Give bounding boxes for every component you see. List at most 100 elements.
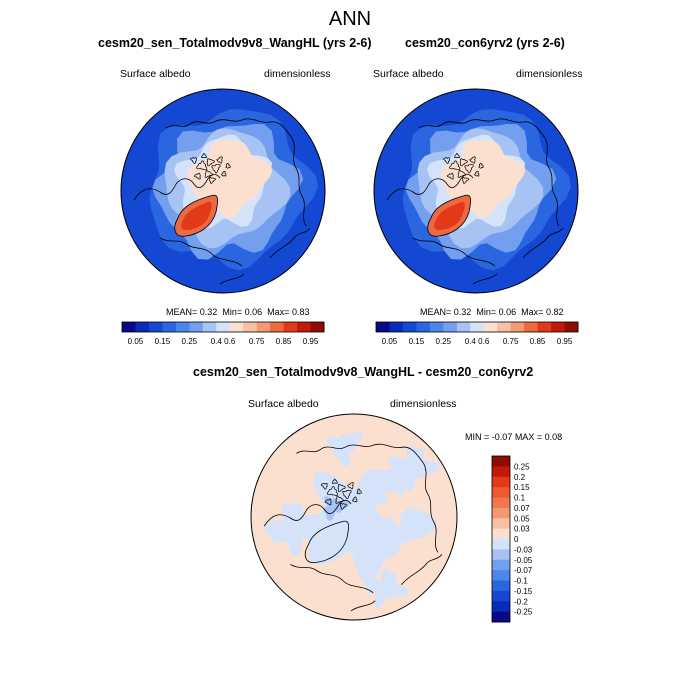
panel-1-stats: MEAN= 0.32 Min= 0.06 Max= 0.83 bbox=[166, 307, 309, 317]
diff-colorbar-swatch-4 bbox=[492, 497, 510, 509]
diff-colorbar-swatch-14 bbox=[492, 601, 510, 613]
diff-colorbar-tick-label: 0.07 bbox=[514, 504, 530, 513]
map3-island bbox=[324, 498, 332, 506]
diff-colorbar-tick-label: -0.15 bbox=[514, 587, 533, 596]
map1-island bbox=[190, 157, 197, 164]
panel-2-colorbar-swatch-14 bbox=[564, 322, 579, 332]
panel-2-colorbar-swatch-8 bbox=[483, 322, 498, 332]
diff-colorbar-swatch-3 bbox=[492, 487, 510, 498]
panel-1-colorbar-swatch-1 bbox=[135, 322, 150, 332]
panel-1-min-label: Min= bbox=[222, 307, 243, 317]
panel-1-colorbar-tick-label: 0.75 bbox=[249, 337, 265, 346]
diff-colorbar-swatch-15 bbox=[492, 611, 510, 623]
panel-1-colorbar-tick-label: 0.4 bbox=[211, 337, 223, 346]
diff-colorbar-swatch-1 bbox=[492, 466, 510, 478]
map3-field bbox=[251, 414, 457, 620]
panel-2-mean-label: MEAN= bbox=[420, 307, 452, 317]
panel-1-colorbar-swatch-3 bbox=[162, 322, 177, 332]
diff-colorbar-frame bbox=[491, 455, 511, 623]
map3-island bbox=[337, 484, 346, 492]
panel-2-colorbar-tick-label: 0.95 bbox=[557, 337, 573, 346]
map2-island bbox=[443, 157, 450, 164]
diff-panel-stats: MIN = -0.07 MAX = 0.08 bbox=[465, 432, 562, 442]
map1-coastline bbox=[291, 137, 307, 227]
diff-colorbar-tick-label: -0.25 bbox=[514, 608, 533, 617]
map1-greenland-core bbox=[181, 201, 212, 230]
panel-1-colorbar-tick-label: 0.85 bbox=[276, 337, 292, 346]
map1-border bbox=[120, 88, 326, 294]
panel-1-colorbar-swatch-7 bbox=[216, 322, 231, 332]
diff-colorbar-tick-label: 0.1 bbox=[514, 494, 526, 503]
panel-1-colorbar-swatch-0 bbox=[122, 322, 136, 332]
panel-2-colorbar-swatch-11 bbox=[524, 322, 538, 332]
map1-island bbox=[221, 170, 227, 177]
panel-1-colorbar-swatch-14 bbox=[310, 322, 325, 332]
diff-colorbar-swatch-6 bbox=[492, 518, 510, 530]
map2-island bbox=[449, 160, 461, 171]
map2-field bbox=[374, 89, 578, 293]
map3-island bbox=[326, 486, 339, 496]
panel-1-colorbar-tick-label: 0.05 bbox=[128, 337, 144, 346]
map1-island bbox=[209, 177, 216, 184]
map3-negative-region bbox=[363, 569, 409, 609]
panel-1-colorbar-swatch-2 bbox=[148, 322, 163, 332]
panel-2-colorbar-tick-label: 0.05 bbox=[382, 337, 398, 346]
diff-colorbar-swatch-12 bbox=[492, 580, 510, 592]
panel-2-variable: Surface albedo bbox=[373, 68, 444, 80]
map2-island bbox=[447, 172, 454, 180]
map1-island bbox=[201, 152, 208, 159]
map3-island bbox=[342, 489, 352, 500]
diff-colorbar-tick-label: 0.25 bbox=[514, 462, 530, 471]
panel-2-colorbar-swatch-5 bbox=[443, 322, 458, 332]
diff-colorbar-swatch-8 bbox=[492, 539, 510, 550]
map2-greenland-outline bbox=[427, 194, 472, 237]
diff-colorbar-tick-label: 0 bbox=[514, 535, 519, 544]
panel-1-colorbar-tick-label: 0.6 bbox=[224, 337, 236, 346]
map1-greenland-outline bbox=[174, 194, 219, 237]
panel-2-max-value: 0.82 bbox=[545, 307, 564, 317]
map2-coastline bbox=[412, 237, 496, 267]
map2-coastline bbox=[386, 174, 474, 201]
map3-negative-region bbox=[325, 431, 363, 467]
map2-coastline bbox=[522, 227, 564, 259]
map2-border bbox=[373, 88, 579, 294]
map1-coastline bbox=[219, 273, 245, 285]
panel-2-max-label: Max= bbox=[521, 307, 544, 317]
panel-2-colorbar-swatch-2 bbox=[402, 322, 417, 332]
map1-coastline bbox=[133, 174, 221, 201]
panel-2-colorbar-tick-label: 0.85 bbox=[530, 337, 546, 346]
map2-coastline bbox=[418, 118, 546, 139]
panel-2-colorbar-swatch-6 bbox=[456, 322, 471, 332]
panel-2-colorbar: 0.05 0.15 0.25 0.4 0.6 0.75 0.85 0.95 bbox=[375, 321, 579, 346]
diff-colorbar-swatch-11 bbox=[492, 570, 510, 581]
map3-island bbox=[320, 482, 328, 490]
map2-greenland-core bbox=[434, 201, 465, 230]
diff-polar-map bbox=[250, 413, 458, 621]
map1-island bbox=[194, 172, 201, 180]
panel-2-colorbar-tick-label: 0.75 bbox=[503, 337, 519, 346]
diff-colorbar-swatch-2 bbox=[492, 476, 510, 488]
panel-2-colorbar-swatch-13 bbox=[551, 322, 565, 332]
panel-1-colorbar-swatch-10 bbox=[256, 322, 271, 332]
panel-1-colorbar-tick-label: 0.25 bbox=[182, 337, 198, 346]
map1-island bbox=[196, 160, 208, 171]
panel-2-colorbar-swatch-3 bbox=[416, 322, 431, 332]
panel-2-polar-map bbox=[373, 88, 579, 294]
panel-2-colorbar-swatch-12 bbox=[537, 322, 552, 332]
panel-1-min-value: 0.06 bbox=[244, 307, 263, 317]
map1-island bbox=[206, 158, 215, 167]
map1-island bbox=[225, 162, 231, 169]
diff-colorbar-tick-label: -0.05 bbox=[514, 556, 533, 565]
map3-island bbox=[331, 478, 338, 484]
map3-coastline bbox=[423, 463, 439, 553]
map3-coastline bbox=[401, 554, 443, 585]
map3-positive-patch bbox=[374, 491, 415, 527]
diff-colorbar-tick-label: 0.05 bbox=[514, 514, 530, 523]
map1-field bbox=[121, 89, 325, 293]
map3-negative-region bbox=[263, 503, 325, 557]
panel-1-colorbar-swatch-8 bbox=[229, 322, 244, 332]
map1-island bbox=[204, 170, 213, 178]
diff-colorbar-swatch-7 bbox=[492, 528, 510, 540]
map3-coastline bbox=[350, 600, 376, 612]
panel-1-colorbar-swatch-5 bbox=[189, 322, 204, 332]
